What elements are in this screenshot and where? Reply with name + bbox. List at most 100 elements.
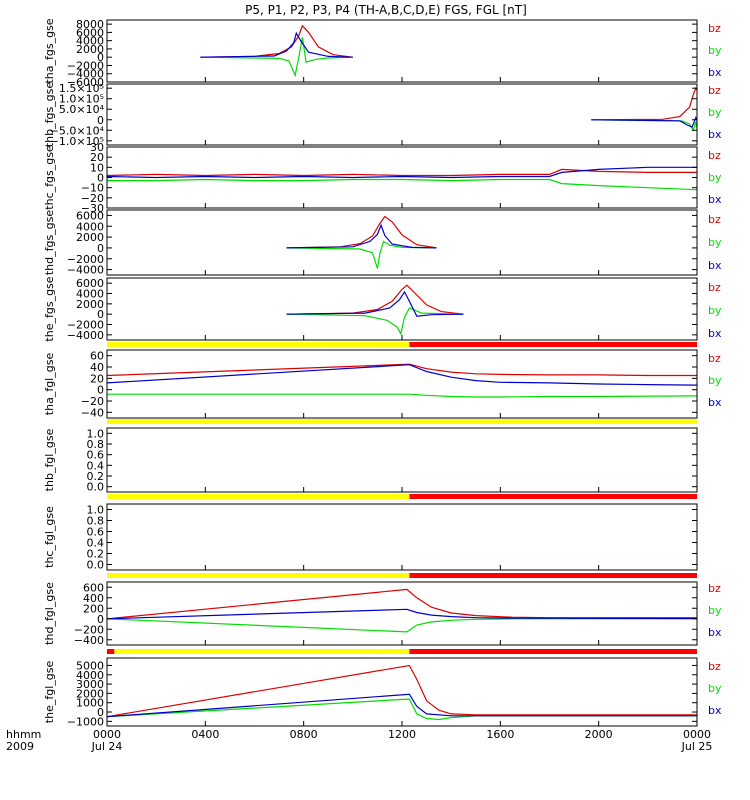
panel-series-group [286, 215, 437, 269]
y-tick-label: 0 [97, 308, 104, 321]
series-by [286, 240, 437, 269]
y-tick-label: 20 [90, 151, 104, 164]
panel-series-group [107, 588, 697, 633]
panel-frame [106, 146, 698, 209]
panel-frame [106, 427, 698, 493]
series-by [107, 618, 697, 633]
status-bar-segment-2 [409, 649, 697, 654]
y-tick-label: 0 [97, 114, 104, 127]
legend-bz: bz [708, 352, 721, 365]
y-tick-label: 0 [97, 706, 104, 719]
legend-bx: bx [708, 396, 722, 409]
y-tick-label: −200 [74, 623, 104, 636]
y-tick-label: 30 [90, 141, 104, 154]
y-tick-label: 0 [97, 242, 104, 255]
series-bx [107, 693, 697, 718]
legend-bx: bx [708, 327, 722, 340]
y-tick-label: 0.2 [87, 548, 105, 561]
y-tick-label: 0.4 [87, 537, 105, 550]
legend-bz: bz [708, 281, 721, 294]
y-tick-label: 2000 [76, 687, 104, 700]
time-tick-label: 1600 [486, 728, 514, 741]
y-tick-label: −1.0×10⁵ [50, 135, 104, 148]
series-by [286, 307, 464, 336]
legend-by: by [708, 171, 722, 184]
y-axis-label: the_fgs_gse [43, 276, 56, 341]
panel-series-group [591, 86, 697, 132]
time-tick-label: 0400 [191, 728, 219, 741]
time-tick-label: 0800 [290, 728, 318, 741]
time-tick-label: 2000 [585, 728, 613, 741]
y-tick-label: −5.0×10⁴ [50, 124, 105, 137]
series-bz [107, 168, 697, 177]
panel-series-group [107, 166, 697, 191]
y-tick-label: 1000 [76, 697, 104, 710]
status-bar-segment-0 [107, 573, 410, 578]
series-bz [200, 24, 353, 58]
series-bx [200, 31, 353, 58]
y-axis-label: thc_fgs_gse [43, 145, 56, 210]
legend-by: by [708, 106, 722, 119]
y-axis-label: thc_fgl_gse [43, 506, 56, 568]
panel-frame [106, 19, 698, 83]
legend-by: by [708, 236, 722, 249]
panel-series-group [107, 664, 697, 721]
y-axis-label: thd_fgs_gse [43, 210, 56, 276]
panel-series-group [200, 24, 353, 78]
status-bar-segment-0 [107, 494, 410, 499]
series-bz [286, 284, 464, 315]
chart-title: P5, P1, P2, P3, P4 (TH-A,B,C,D,E) FGS, F… [245, 3, 527, 17]
panel-thb_fgl_gse: 1.00.80.60.40.20.0 thb_fgl_gse [43, 419, 698, 494]
y-tick-label: 0.8 [87, 515, 105, 528]
y-tick-label: 6000 [76, 277, 104, 290]
time-tick-date: Jul 24 [91, 740, 123, 753]
panel-frame [106, 503, 698, 571]
y-axis-label: the_fgl_gse [43, 661, 56, 724]
y-tick-label: 4000 [76, 669, 104, 682]
y-tick-label: 600 [83, 581, 104, 594]
y-tick-label: −2000 [67, 319, 104, 332]
time-axis-row-label: 2009 [6, 740, 34, 753]
series-bx [286, 223, 437, 249]
y-tick-label: 60 [90, 350, 104, 363]
legend-bz: bz [708, 213, 721, 226]
panel-thb_fgs_gse: 1.5×10⁵1.0×10⁵5.0×10⁴0−5.0×10⁴−1.0×10⁵th… [43, 82, 722, 148]
y-tick-label: −4000 [67, 68, 104, 81]
y-tick-label: 2000 [76, 231, 104, 244]
panel-series-group [107, 363, 697, 398]
y-tick-label: −30 [81, 202, 104, 215]
series-bx [107, 608, 697, 620]
y-tick-label: 6000 [76, 26, 104, 39]
y-tick-label: 8000 [76, 18, 104, 31]
y-tick-label: 5.0×10⁴ [59, 103, 105, 116]
legend-bz: bz [708, 84, 721, 97]
y-tick-label: 0 [97, 613, 104, 626]
series-bz [591, 86, 697, 121]
y-tick-label: 0 [97, 172, 104, 185]
legend-bz: bz [708, 582, 721, 595]
panel-stack: 80006000400020000−2000−4000−6000tha_fgs_… [43, 18, 722, 728]
legend-bx: bx [708, 193, 722, 206]
legend-by: by [708, 304, 722, 317]
series-bz [107, 363, 697, 377]
y-tick-label: 4000 [76, 220, 104, 233]
status-bar-segment-0 [107, 342, 410, 347]
legend-by: by [708, 44, 722, 57]
series-bx [107, 364, 697, 386]
y-tick-label: 0.0 [87, 481, 105, 494]
y-tick-label: −1000 [67, 715, 104, 728]
time-tick-date: Jul 25 [681, 740, 713, 753]
y-tick-label: 0.6 [87, 526, 105, 539]
panel-thc_fgl_gse: 1.00.80.60.40.20.0 thc_fgl_gse [43, 494, 698, 572]
y-tick-label: −400 [74, 634, 104, 647]
y-tick-label: −4000 [67, 264, 104, 277]
legend-bz: bz [708, 149, 721, 162]
legend-bx: bx [708, 259, 722, 272]
y-tick-label: 400 [83, 592, 104, 605]
